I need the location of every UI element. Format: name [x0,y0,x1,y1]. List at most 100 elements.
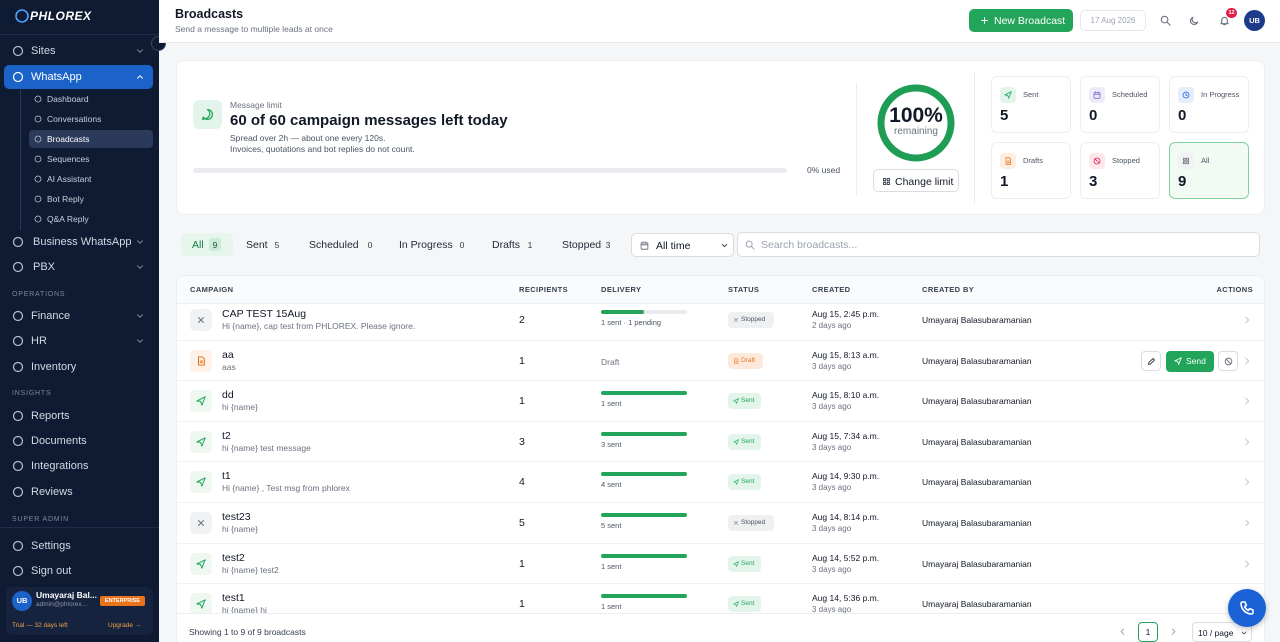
tab[interactable]: All [192,238,204,251]
table-row[interactable] [177,300,1264,341]
table-row[interactable] [177,462,1264,503]
table-row[interactable] [177,503,1264,544]
column-header: ACTIONS [1216,285,1253,294]
time-filter[interactable]: All time [631,233,734,257]
icon [12,410,24,422]
icon [1241,631,1247,635]
delivery-bar [601,553,687,558]
subnav-item[interactable]: Bot Reply [47,194,84,204]
campaign-name: CAP TEST 15Aug [222,308,307,320]
icon-chevron-down [137,314,143,318]
stat-card[interactable]: Stopped 3 [1080,142,1160,199]
icon [733,398,739,404]
tree-line [20,90,21,230]
icon-send [1174,356,1182,365]
tab[interactable]: Sent [246,238,268,251]
campaign-message: hi {name} [222,402,258,413]
send-button[interactable]: Send [1166,350,1214,372]
nav-item[interactable]: Settings [31,540,71,552]
icon [1174,356,1182,365]
subnav-item[interactable]: Broadcasts [47,134,90,144]
stat-card[interactable]: Scheduled 0 [1080,76,1160,133]
header-avatar[interactable]: UB [1244,10,1265,31]
separator [856,83,857,195]
table-row[interactable] [177,544,1264,585]
icon-x [734,521,738,525]
change-limit-button[interactable]: Change limit [873,169,959,192]
column-header: DELIVERY [601,285,642,294]
page-size-label: 10 / page [1198,627,1234,638]
nav-item[interactable]: Business WhatsApp [33,236,132,248]
nav-item[interactable]: Reviews [31,486,73,498]
icon-send [733,479,739,486]
nav-item[interactable]: Integrations [31,460,89,472]
nav-item[interactable]: Finance [31,310,71,322]
new-broadcast-button[interactable]: New Broadcast [969,9,1073,32]
nav-item[interactable]: Sign out [31,565,72,577]
nav-item[interactable]: WhatsApp [31,71,82,83]
campaign-icon [190,512,212,534]
delivery-bar [601,310,644,314]
icon-dot [34,135,42,143]
icon-stop-bar [1225,358,1232,364]
stat-card[interactable]: All 9 [1169,142,1249,199]
tab-count: 1 [524,238,536,251]
icon [137,339,143,343]
plan-badge: ENTERPRISE [100,596,145,606]
nav-item[interactable]: Documents [31,435,87,447]
status-badge: Sent [728,555,761,572]
created-date: Aug 15, 8:13 a.m. [812,349,880,360]
nav-item[interactable]: Reports [31,410,70,422]
table-row[interactable] [177,341,1264,382]
status-badge: Sent [728,474,761,491]
stop-button[interactable] [1218,350,1238,371]
date-box: 17 Aug 2026 [1080,10,1146,31]
tab[interactable]: Stopped [562,238,602,251]
icon-plus [981,17,988,24]
created-by: Umayaraj Balasubaramanian [922,315,1032,325]
tab-count: 3 [602,238,614,251]
nav-item[interactable]: Inventory [31,361,77,373]
icon [1182,157,1190,165]
icon-dot [12,261,24,273]
icon [1182,91,1190,99]
subnav-item[interactable]: Sequences [47,154,90,164]
icon-dot [34,155,42,163]
subnav-item[interactable]: AI Assistant [47,174,92,184]
status-label: Sent [741,559,755,567]
icon-send [196,477,206,488]
subnav-item[interactable]: Dashboard [47,94,89,104]
delivery-track [601,310,687,314]
icon-dot [12,310,24,322]
nav-item[interactable]: Sites [31,45,56,57]
call-button[interactable] [1228,589,1266,627]
tab[interactable]: In Progress [399,238,453,251]
stat-card[interactable]: In Progress 0 [1169,76,1249,133]
stat-card[interactable]: Sent 5 [991,76,1071,133]
stat-card[interactable]: Drafts 1 [991,142,1071,199]
subnav-item[interactable]: Q&A Reply [47,214,89,224]
page-button[interactable]: 1 [1138,622,1158,642]
button-label: Change limit [895,175,954,188]
tab[interactable]: Drafts [492,238,521,251]
icon [196,437,206,447]
campaign-message: hi {name} test message [222,442,311,453]
edit-button[interactable] [1141,350,1161,371]
created-date: Aug 14, 5:52 p.m. [812,552,880,563]
icon-bell [1220,16,1229,26]
table-row[interactable] [177,381,1264,422]
tab[interactable]: Scheduled [309,238,359,251]
nav-item[interactable]: PBX [33,261,56,273]
subnav-item[interactable]: Conversations [47,114,102,124]
stat-label: Scheduled [1112,90,1148,99]
nav-item[interactable]: HR [31,335,47,347]
table-row[interactable] [177,422,1264,463]
search-box[interactable]: Search broadcasts... [737,232,1260,257]
icon-send [196,558,206,569]
page-number: 1 [1145,627,1151,637]
status-label: Sent [741,478,755,486]
upgrade-link[interactable]: Upgrade → [108,622,142,629]
icon [1093,91,1101,99]
status-badge: Sent [728,433,761,450]
